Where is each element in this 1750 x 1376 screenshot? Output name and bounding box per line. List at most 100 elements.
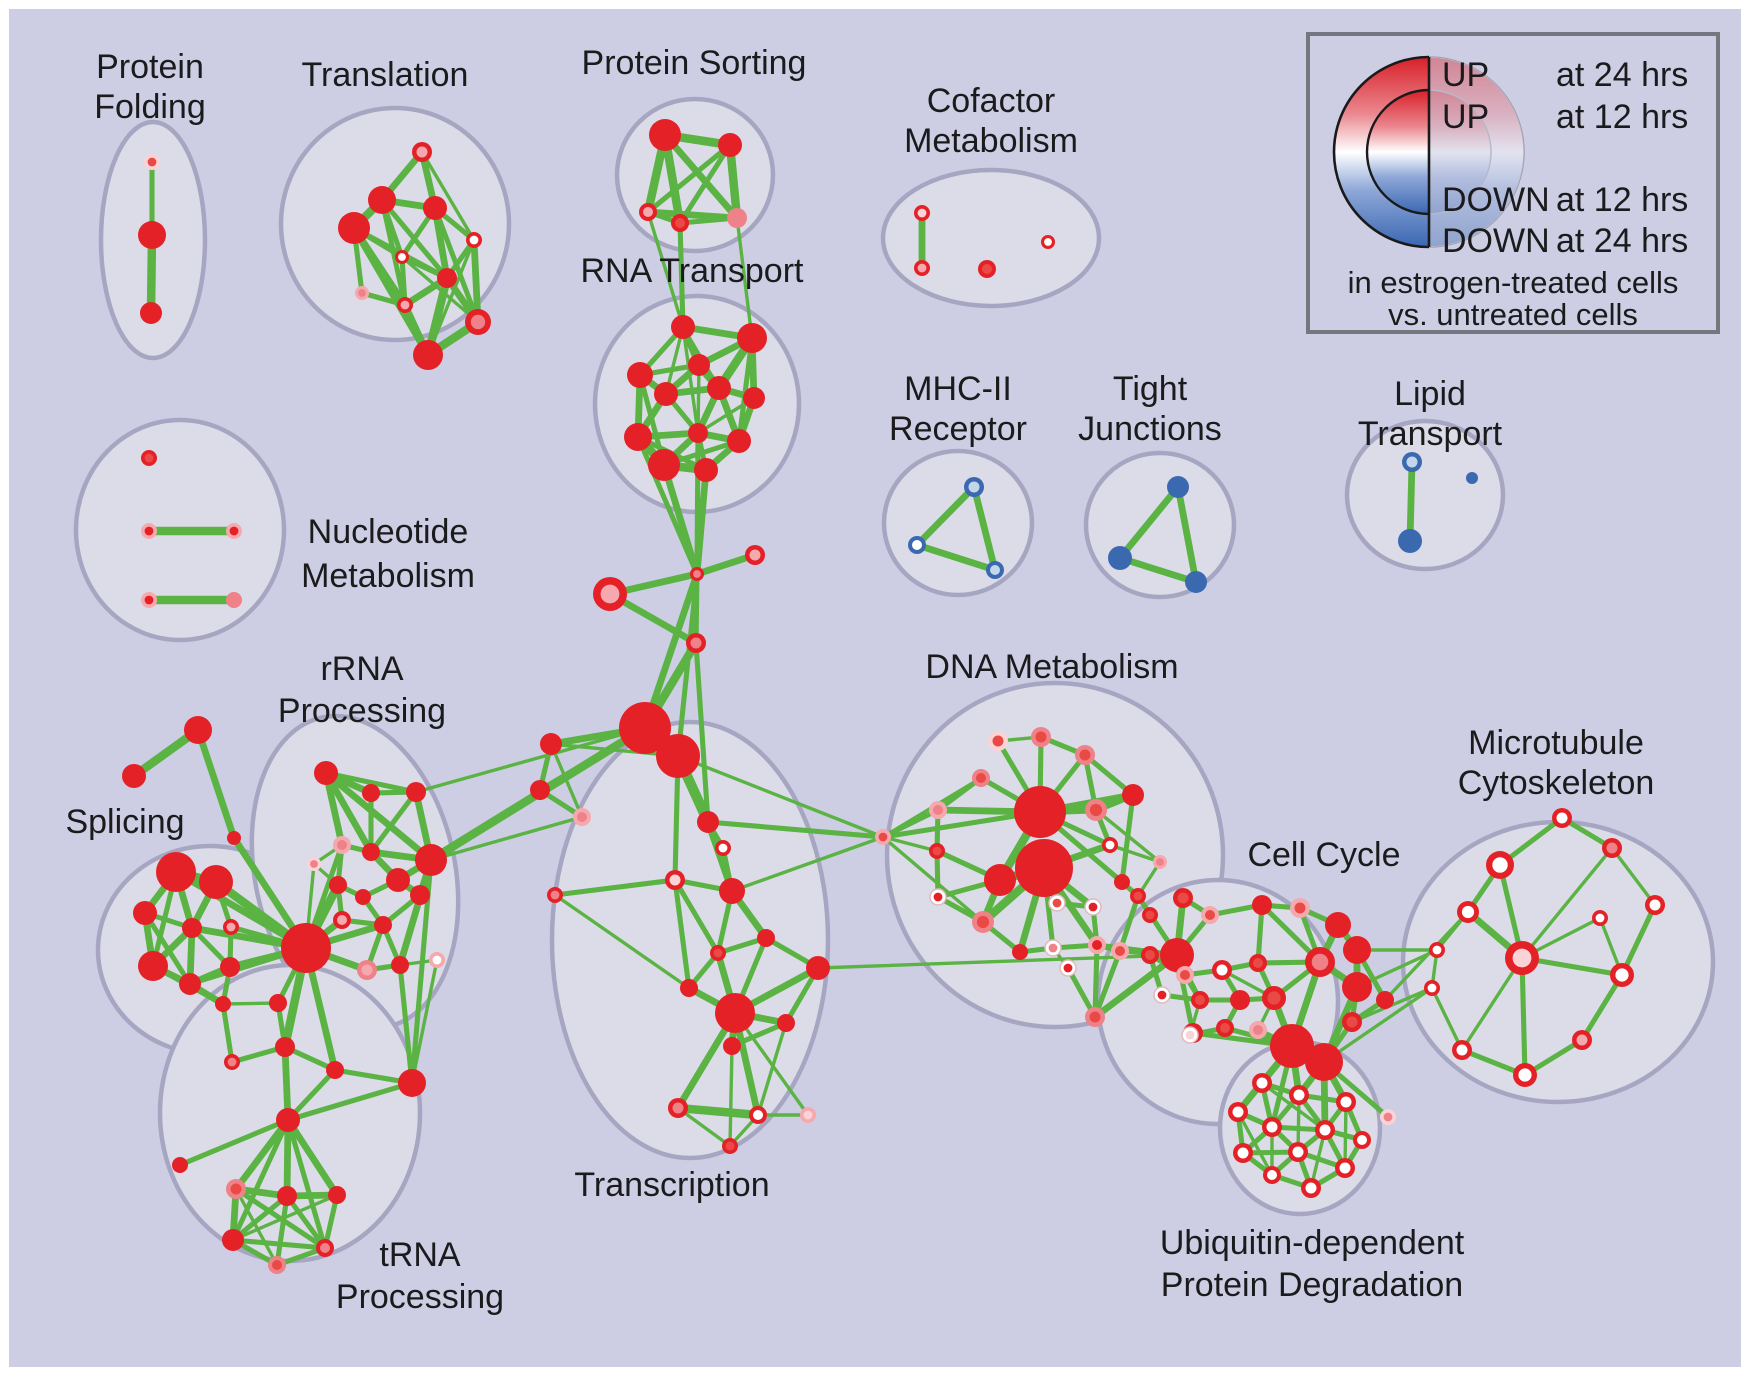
network-node-rb0: [269, 994, 287, 1012]
network-node-tx0: [697, 811, 719, 833]
network-edge: [728, 1044, 734, 1148]
network-node-d1: [1031, 727, 1051, 747]
cluster-label-splicing: Splicing: [65, 803, 184, 841]
network-node-rr10: [410, 885, 430, 905]
network-node-tx8: [806, 956, 830, 980]
network-edge: [414, 726, 647, 794]
legend-up-24-time: at 24 hrs: [1556, 56, 1688, 94]
network-node-m8: [1610, 963, 1634, 987]
cluster-label-cofactor-metabolism: Cofactor: [927, 82, 1056, 120]
network-node-m12: [1592, 910, 1608, 926]
network-edge: [735, 216, 754, 340]
legend-outer-left-arc: [1332, 55, 1430, 249]
network-node-br: [281, 923, 331, 973]
legend-down-12-dir: DOWN: [1442, 181, 1550, 219]
network-node-cc16: [1262, 986, 1286, 1010]
network-edge: [696, 363, 701, 435]
network-node-r10: [648, 449, 680, 481]
network-edge: [553, 893, 691, 990]
network-edge: [645, 142, 733, 215]
network-edge: [696, 396, 756, 435]
network-edge: [733, 1011, 810, 1117]
network-edge: [552, 877, 678, 898]
cluster-label-lipid-transport: Lipid: [1394, 375, 1466, 413]
network-node-cc2: [1201, 906, 1219, 924]
network-node-cc12: [1342, 972, 1372, 1002]
network-node-cc21: [1305, 1043, 1343, 1081]
network-node-lp1: [1398, 529, 1422, 553]
cluster-label-ubiquitin-degradation: Protein Degradation: [1161, 1266, 1463, 1304]
network-node-t3: [423, 196, 447, 220]
network-edge: [323, 770, 419, 795]
network-node-x0: [540, 733, 562, 755]
network-edge: [676, 1106, 732, 1148]
network-node-sp7: [179, 973, 201, 995]
network-node-tx10: [777, 1014, 795, 1032]
cluster-label-rna-transport: RNA Transport: [581, 252, 805, 290]
network-edge: [673, 1103, 763, 1120]
network-edge: [676, 754, 885, 839]
network-node-pf0: [144, 154, 160, 170]
network-node-x1: [530, 780, 550, 800]
network-edge: [913, 541, 999, 574]
network-node-d6: [1122, 784, 1144, 806]
network-node-hub1: [619, 702, 671, 754]
network-node-rr4: [307, 857, 321, 871]
network-edge: [1520, 846, 1614, 960]
network-node-pf2: [140, 302, 162, 324]
network-node-r11: [694, 458, 718, 482]
network-node-cc9: [1212, 960, 1232, 980]
network-node-mh1: [908, 536, 926, 554]
network-node-tx1: [715, 840, 731, 856]
network-node-cc0: [1160, 938, 1194, 972]
network-edge: [284, 1193, 328, 1251]
network-node-sp5: [138, 951, 168, 981]
network-node-dmb: [875, 829, 891, 845]
network-node-d2: [1075, 745, 1095, 765]
network-node-pf1: [138, 221, 166, 249]
network-edge: [177, 1117, 291, 1168]
network-node-t10: [413, 340, 443, 370]
network-node-ps0: [649, 119, 681, 151]
legend-inner-left-arc: [1365, 88, 1430, 216]
network-node-cc13: [1153, 986, 1171, 1004]
network-edge: [420, 150, 476, 242]
network-node-r9: [727, 429, 751, 453]
network-edge: [194, 726, 238, 842]
network-edge: [913, 483, 978, 549]
network-node-lp2: [1466, 472, 1478, 484]
network-node-rr12: [374, 916, 392, 934]
network-edge: [677, 220, 686, 330]
cluster-label-microtubule-cytoskeleton: Cytoskeleton: [1458, 764, 1655, 802]
network-node-tr0: [226, 1179, 246, 1199]
network-node-t9: [465, 309, 491, 335]
network-node-cf0: [914, 205, 930, 221]
cluster-label-translation: Translation: [302, 56, 469, 94]
network-node-r8: [688, 423, 708, 443]
network-node-sp2: [133, 901, 157, 925]
network-node-d5: [1085, 799, 1107, 821]
network-node-ps4: [727, 208, 747, 228]
network-node-rr14: [357, 960, 377, 980]
network-node-ch3: [686, 633, 706, 653]
network-node-tr4: [316, 1239, 334, 1257]
network-node-u9: [1335, 1158, 1355, 1178]
network-edge: [368, 789, 419, 855]
network-edge: [1119, 792, 1136, 885]
legend-down-12-time: at 12 hrs: [1556, 181, 1688, 219]
network-edge: [1519, 955, 1528, 1078]
network-edge: [397, 892, 423, 968]
network-node-m11: [1552, 808, 1572, 828]
network-node-n0: [141, 450, 157, 466]
network-edge: [322, 769, 375, 856]
network-edge: [230, 1237, 328, 1251]
network-node-m6: [1513, 1063, 1537, 1087]
network-node-d15: [1084, 898, 1102, 916]
network-node-rr8: [355, 889, 371, 905]
network-node-cc14: [1191, 991, 1209, 1009]
network-edge: [232, 1116, 292, 1193]
network-node-u7: [1233, 1143, 1253, 1163]
network-node-tx15: [722, 1138, 738, 1154]
network-node-tr3: [222, 1229, 244, 1251]
